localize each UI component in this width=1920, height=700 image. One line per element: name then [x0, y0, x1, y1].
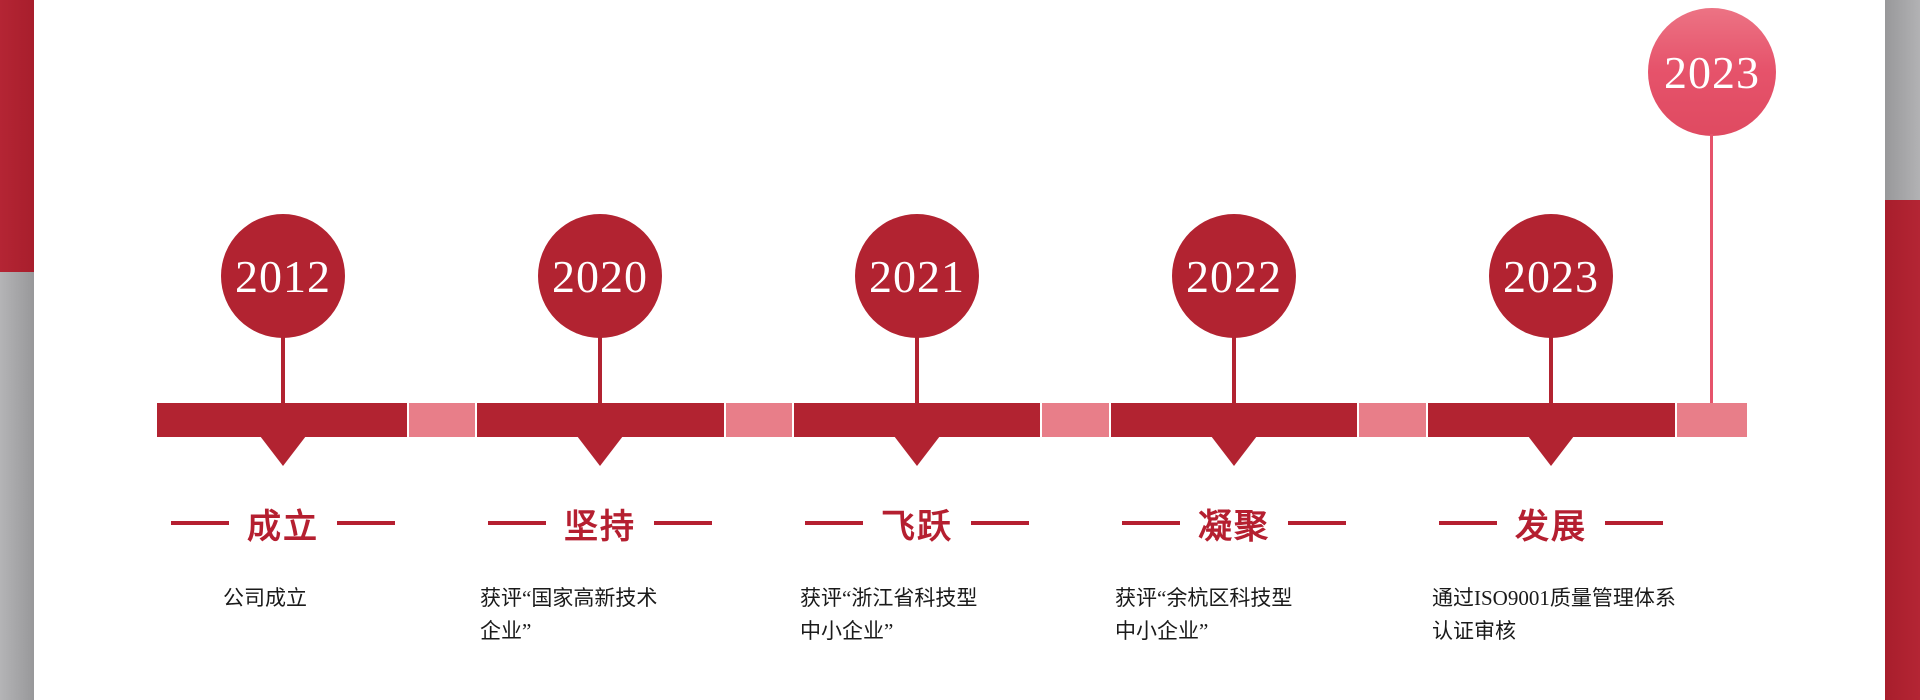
- milestone-description: 获评“浙江省科技型 中小企业”: [800, 582, 977, 648]
- bar-segment-pink: [1042, 403, 1109, 437]
- label-dash-left: [488, 521, 546, 525]
- bar-segment-pink: [1677, 403, 1747, 437]
- balloon-stem: [915, 336, 919, 403]
- right-accent-strip-red: [1885, 200, 1920, 700]
- label-dash-right: [1288, 521, 1346, 525]
- description-line: 获评“余杭区科技型: [1115, 586, 1293, 610]
- left-accent-strip-gray: [0, 272, 34, 700]
- description-line: 中小企业”: [1115, 619, 1209, 643]
- year-label: 2022: [1186, 250, 1282, 302]
- description-line: 中小企业”: [800, 619, 894, 643]
- milestone-label-row: 凝聚: [1064, 499, 1404, 547]
- left-accent-strip-red: [0, 0, 34, 272]
- year-balloon: 2012: [221, 214, 345, 338]
- bar-segment-dark: [157, 403, 407, 437]
- milestone-description: 通过ISO9001质量管理体系 认证审核: [1432, 582, 1676, 648]
- milestone-description: 获评“国家高新技术 企业”: [480, 582, 657, 648]
- milestone-description: 获评“余杭区科技型 中小企业”: [1115, 582, 1292, 648]
- year-balloon: 2023: [1489, 214, 1613, 338]
- pointer-triangle: [260, 436, 306, 466]
- description-line: 通过ISO9001质量管理体系: [1432, 586, 1676, 610]
- bar-segment-pink: [1359, 403, 1426, 437]
- year-label: 2021: [869, 250, 965, 302]
- bar-segment-dark: [477, 403, 724, 437]
- label-dash-left: [171, 521, 229, 525]
- balloon-stem: [1232, 336, 1236, 403]
- milestone-description: 公司成立: [223, 582, 307, 615]
- label-dash-right: [1605, 521, 1663, 525]
- pointer-triangle: [1211, 436, 1257, 466]
- label-dash-left: [1439, 521, 1497, 525]
- description-line: 认证审核: [1432, 619, 1516, 643]
- balloon-stem: [598, 336, 602, 403]
- description-line: 企业”: [480, 619, 532, 643]
- bar-segment-pink: [726, 403, 792, 437]
- floating-year-label: 2023: [1664, 46, 1760, 98]
- pointer-triangle: [577, 436, 623, 466]
- milestone-label: 飞跃: [881, 508, 953, 546]
- bar-segment-pink: [409, 403, 475, 437]
- year-label: 2012: [235, 250, 331, 302]
- milestone-label-row: 发展: [1381, 499, 1721, 547]
- label-dash-right: [971, 521, 1029, 525]
- bar-segment-dark: [1428, 403, 1675, 437]
- label-dash-right: [337, 521, 395, 525]
- milestone-label: 发展: [1515, 508, 1587, 546]
- milestone-label-row: 坚持: [430, 499, 770, 547]
- label-dash-right: [654, 521, 712, 525]
- description-line: 获评“国家高新技术: [480, 586, 658, 610]
- milestone-label-row: 成立: [113, 499, 453, 547]
- description-line: 获评“浙江省科技型: [800, 586, 978, 610]
- label-dash-left: [805, 521, 863, 525]
- milestone-label: 凝聚: [1198, 508, 1270, 546]
- bar-segment-dark: [1111, 403, 1357, 437]
- floating-year-balloon: 2023: [1648, 8, 1776, 136]
- right-accent-strip-gray: [1885, 0, 1920, 200]
- floating-balloon-stem: [1710, 134, 1713, 403]
- year-balloon: 2020: [538, 214, 662, 338]
- year-balloon: 2021: [855, 214, 979, 338]
- year-label: 2020: [552, 250, 648, 302]
- label-dash-left: [1122, 521, 1180, 525]
- bar-segment-dark: [794, 403, 1040, 437]
- year-balloon: 2022: [1172, 214, 1296, 338]
- milestone-label: 成立: [247, 508, 319, 546]
- pointer-triangle: [894, 436, 940, 466]
- pointer-triangle: [1528, 436, 1574, 466]
- year-label: 2023: [1503, 250, 1599, 302]
- milestone-label: 坚持: [564, 508, 636, 546]
- description-line: 公司成立: [223, 586, 307, 610]
- balloon-stem: [1549, 336, 1553, 403]
- balloon-stem: [281, 336, 285, 403]
- milestone-label-row: 飞跃: [747, 499, 1087, 547]
